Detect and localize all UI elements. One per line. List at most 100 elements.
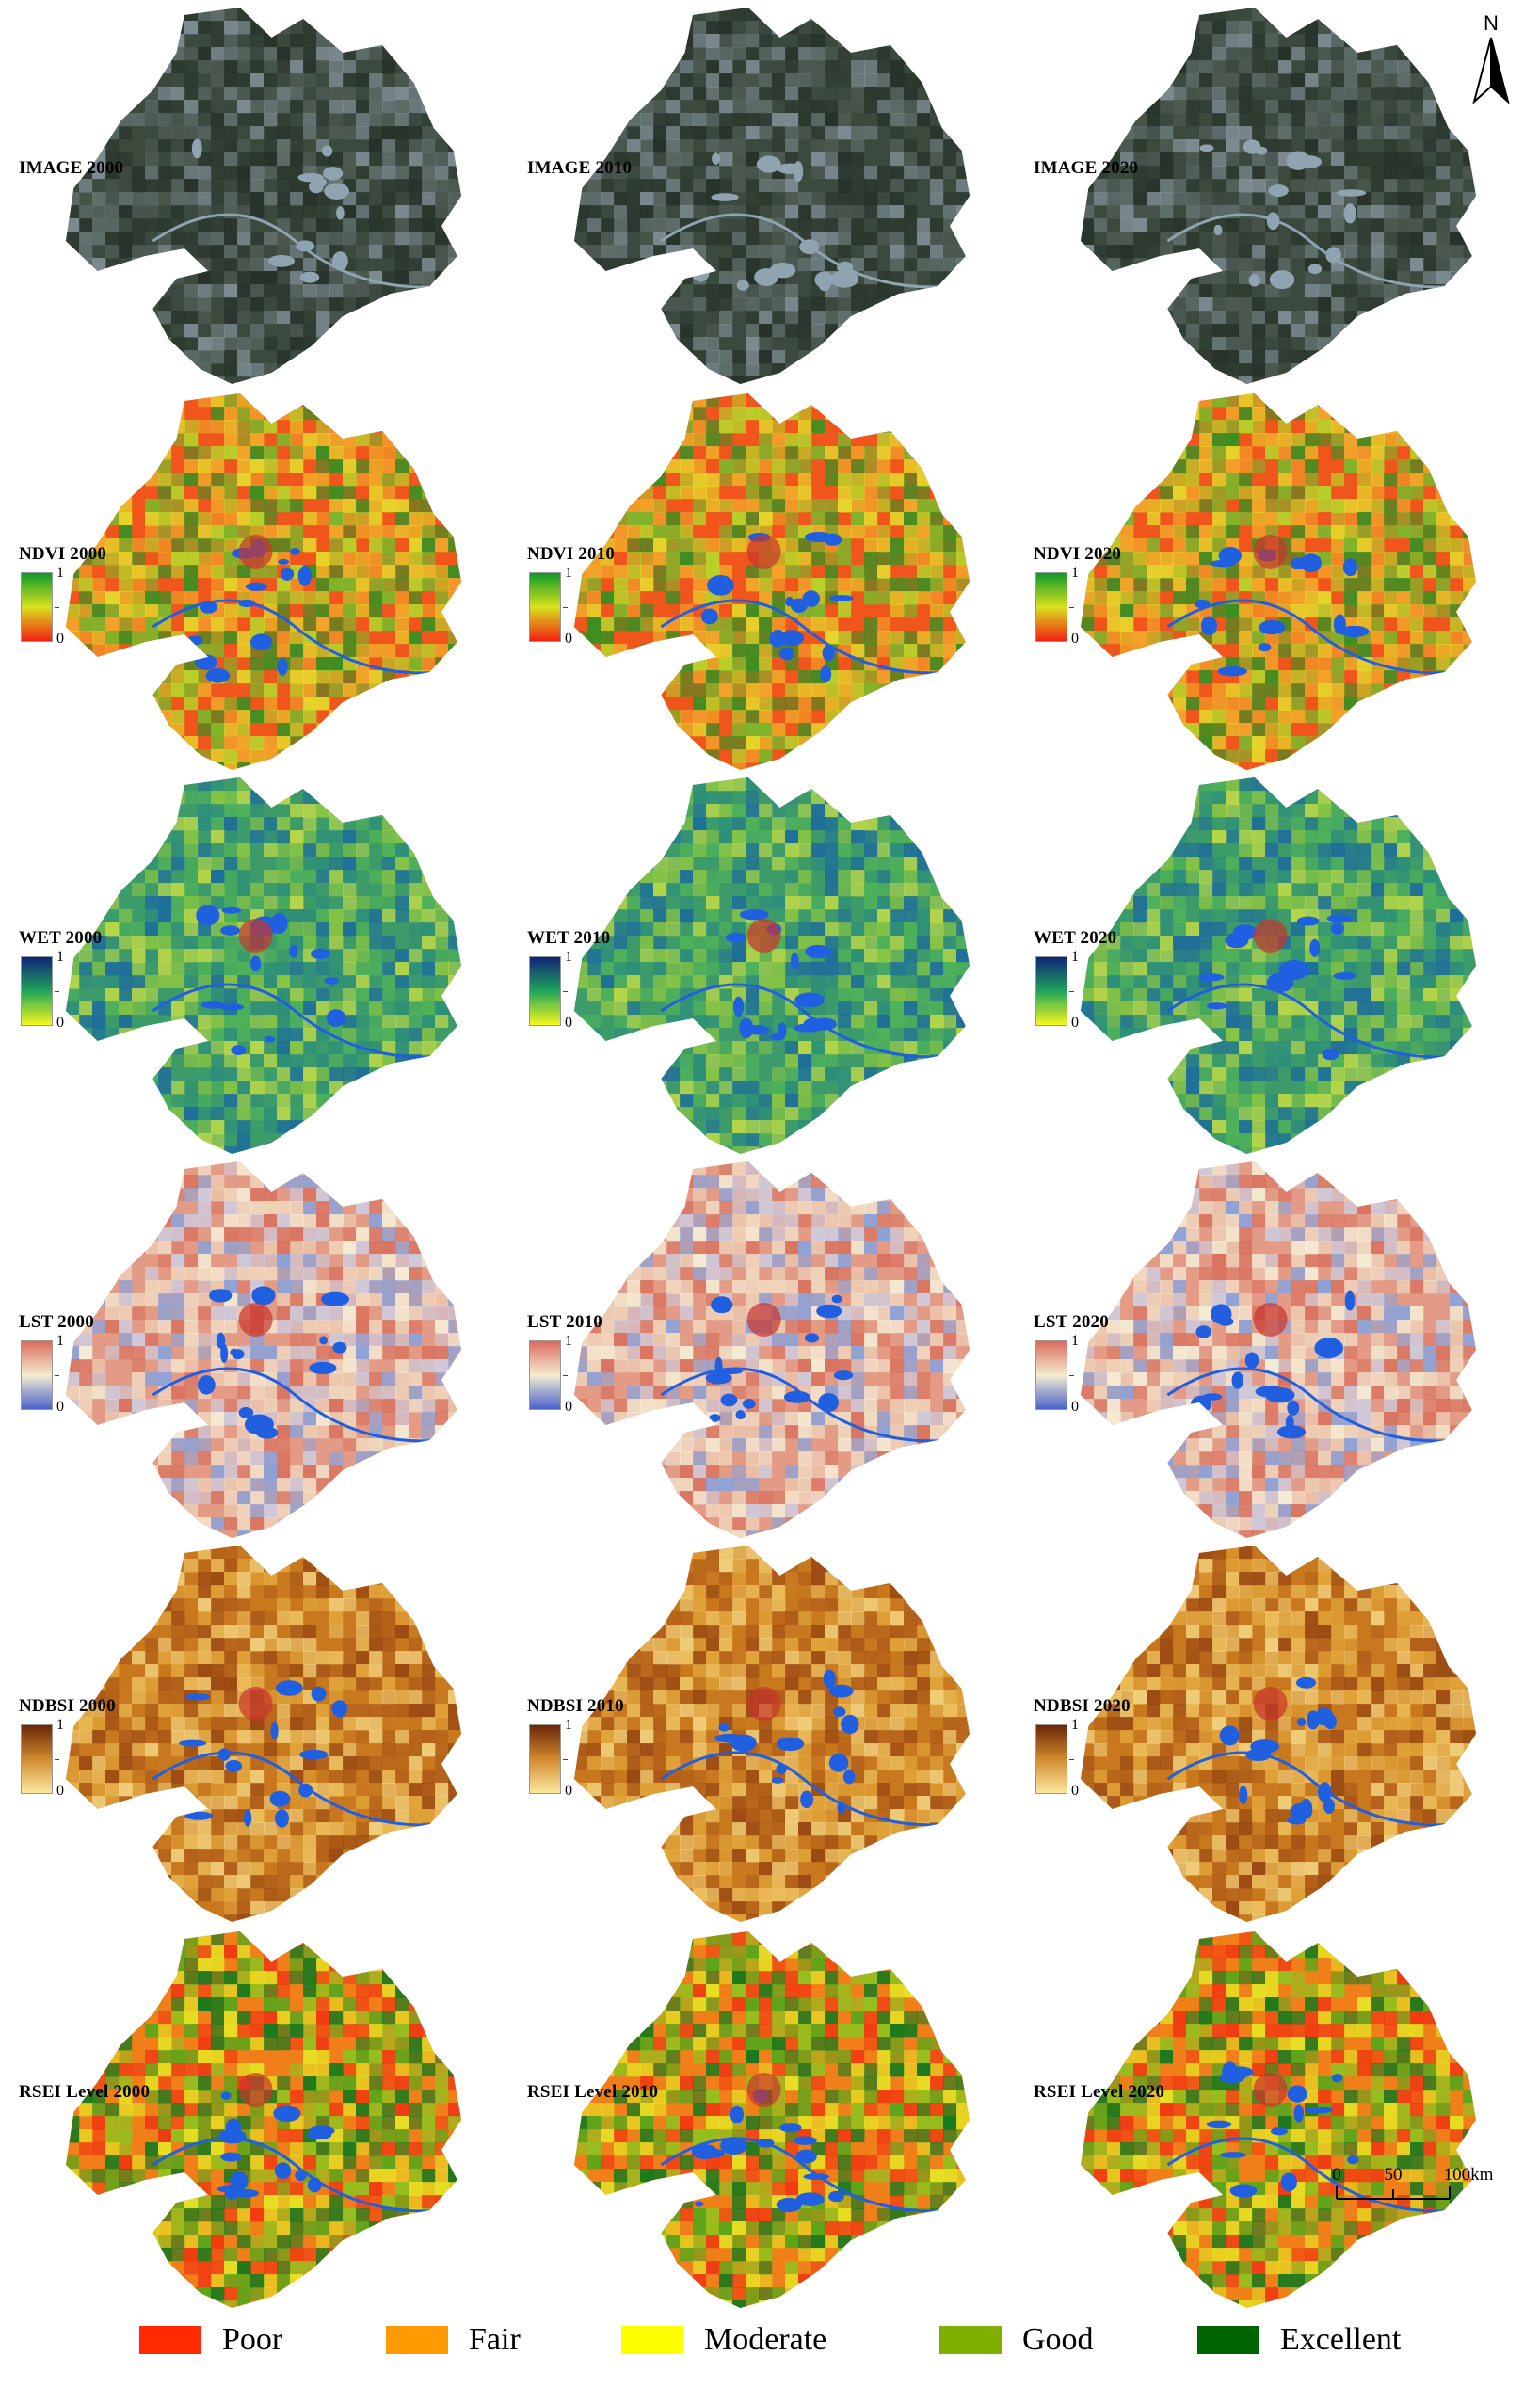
- colorbar-min-label: 0: [1071, 1783, 1079, 1799]
- rsei-legend: Poor Fair Moderate Good Excellent: [0, 2321, 1540, 2378]
- raster-texture: [574, 1161, 970, 1538]
- scale-tick-100km: 100km: [1444, 2165, 1494, 2185]
- colorbar-tick: [563, 1759, 568, 1760]
- region-map-ndvi: [574, 393, 970, 770]
- panel-label: WET 2000: [19, 928, 103, 948]
- colorbar-max-label: 1: [1071, 949, 1079, 965]
- region-map-rsei: [1081, 1931, 1476, 2308]
- map-panel-ndbsi-1: NDBSI 2000 1 0: [19, 1546, 461, 1922]
- colorbar-ndbsi: [21, 1724, 53, 1794]
- legend-label: Good: [1022, 2322, 1094, 2357]
- legend-item-fair: Fair: [386, 2321, 521, 2359]
- legend-label: Poor: [222, 2322, 283, 2357]
- legend-swatch: [139, 2326, 201, 2354]
- panel-label: NDVI 2010: [527, 544, 616, 564]
- region-map-wet: [1081, 777, 1476, 1154]
- raster-texture: [1081, 1931, 1476, 2308]
- colorbar-lst: [529, 1340, 561, 1410]
- raster-texture: [574, 1931, 970, 2308]
- panel-label: NDVI 2020: [1034, 544, 1122, 564]
- region-map-wet: [574, 777, 970, 1154]
- colorbar-ndvi: [529, 572, 561, 642]
- legend-swatch: [621, 2326, 683, 2354]
- raster-texture: [1081, 1546, 1476, 1922]
- legend-item-good: Good: [939, 2321, 1094, 2359]
- panel-label: IMAGE 2020: [1034, 158, 1139, 178]
- colorbar-ndvi: [21, 572, 53, 642]
- scale-bar: 0 50 100km: [1325, 2161, 1514, 2218]
- region-map-ndvi: [66, 393, 461, 770]
- region-map-ndbsi: [66, 1546, 461, 1922]
- colorbar-tick: [563, 991, 568, 992]
- colorbar-min-label: 0: [565, 631, 572, 647]
- map-panel-ndvi-1: NDVI 2000 1 0: [19, 393, 461, 770]
- colorbar-min-label: 0: [56, 1783, 64, 1799]
- panel-label: LST 2020: [1034, 1312, 1109, 1332]
- map-panel-ndbsi-3: NDBSI 2020 1 0: [1034, 1546, 1476, 1922]
- colorbar-max-label: 1: [565, 949, 572, 965]
- colorbar-min-label: 0: [565, 1015, 572, 1031]
- map-panel-rsei-3: RSEI Level 2020: [1034, 1931, 1476, 2308]
- colorbar-wet: [529, 956, 561, 1026]
- colorbar-tick: [55, 607, 59, 608]
- raster-texture: [574, 8, 970, 384]
- raster-texture: [1081, 8, 1476, 384]
- colorbar-max-label: 1: [1071, 565, 1079, 581]
- colorbar-tick: [1069, 607, 1074, 608]
- colorbar-max-label: 1: [1071, 1717, 1079, 1733]
- map-panel-image-2: IMAGE 2010: [527, 8, 970, 384]
- panel-label: WET 2020: [1034, 928, 1117, 948]
- colorbar-min-label: 0: [1071, 1015, 1079, 1031]
- raster-texture: [1081, 777, 1476, 1154]
- north-arrow-icon: N: [1472, 11, 1510, 104]
- colorbar-wet: [21, 956, 53, 1026]
- region-map-image: [66, 8, 461, 384]
- panel-label: NDVI 2000: [19, 544, 107, 564]
- colorbar-tick: [1069, 991, 1074, 992]
- map-panel-rsei-1: RSEI Level 2000: [19, 1931, 461, 2308]
- legend-item-moderate: Moderate: [621, 2321, 826, 2359]
- colorbar-ndbsi: [1035, 1724, 1067, 1794]
- colorbar-min-label: 0: [56, 1015, 64, 1031]
- panel-label: RSEI Level 2000: [19, 2082, 151, 2102]
- colorbar-max-label: 1: [56, 565, 64, 581]
- colorbar-ndvi: [1035, 572, 1067, 642]
- colorbar-max-label: 1: [56, 1717, 64, 1733]
- colorbar-tick: [563, 607, 568, 608]
- panel-label: IMAGE 2000: [19, 158, 124, 178]
- colorbar-max-label: 1: [56, 1333, 64, 1349]
- panel-label: NDBSI 2000: [19, 1696, 116, 1716]
- region-map-ndbsi: [1081, 1546, 1476, 1922]
- colorbar-max-label: 1: [56, 949, 64, 965]
- map-panel-ndvi-3: NDVI 2020 1 0: [1034, 393, 1476, 770]
- raster-texture: [66, 1931, 461, 2308]
- map-panel-wet-3: WET 2020 1 0: [1034, 777, 1476, 1154]
- raster-texture: [574, 393, 970, 770]
- colorbar-tick: [55, 1375, 59, 1376]
- region-map-lst: [1081, 1161, 1476, 1538]
- panel-label: LST 2010: [527, 1312, 602, 1332]
- region-map-image: [1081, 8, 1476, 384]
- colorbar-tick: [55, 1759, 59, 1760]
- colorbar-wet: [1035, 956, 1067, 1026]
- raster-texture: [1081, 1161, 1476, 1538]
- map-panel-wet-2: WET 2010 1 0: [527, 777, 970, 1154]
- colorbar-tick: [55, 991, 59, 992]
- region-map-image: [574, 8, 970, 384]
- panel-label: LST 2000: [19, 1312, 94, 1332]
- legend-item-poor: Poor: [139, 2321, 282, 2359]
- scale-tick-0: 0: [1332, 2165, 1341, 2185]
- map-panel-image-3: IMAGE 2020: [1034, 8, 1476, 384]
- colorbar-max-label: 1: [1071, 1333, 1079, 1349]
- colorbar-lst: [1035, 1340, 1067, 1410]
- raster-texture: [66, 777, 461, 1154]
- raster-texture: [66, 393, 461, 770]
- colorbar-tick: [1069, 1375, 1074, 1376]
- colorbar-min-label: 0: [565, 1783, 572, 1799]
- legend-label: Excellent: [1280, 2322, 1402, 2357]
- colorbar-max-label: 1: [565, 1717, 572, 1733]
- map-panel-ndvi-2: NDVI 2010 1 0: [527, 393, 970, 770]
- panel-label: NDBSI 2020: [1034, 1696, 1131, 1716]
- raster-texture: [1081, 393, 1476, 770]
